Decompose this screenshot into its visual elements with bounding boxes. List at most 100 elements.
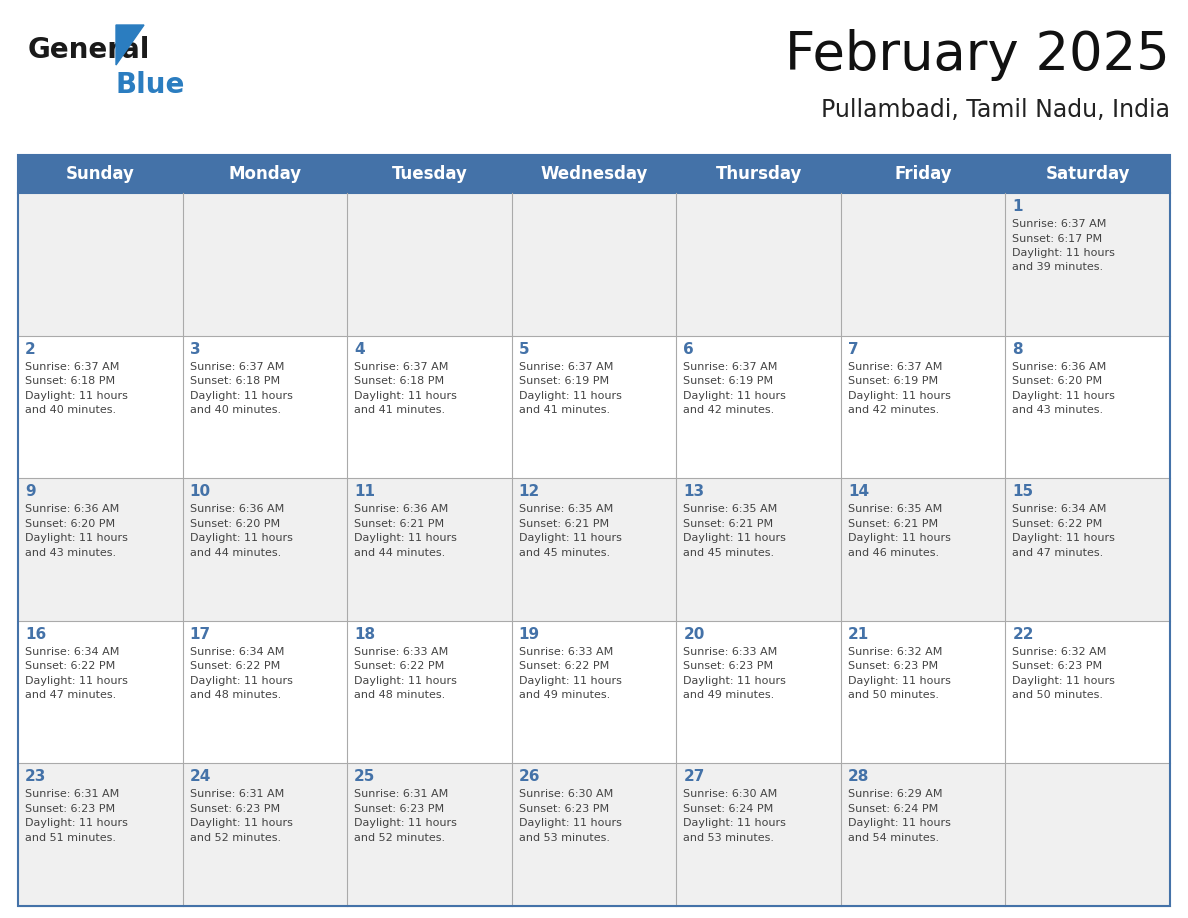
Text: 26: 26 xyxy=(519,769,541,784)
Text: Sunset: 6:23 PM: Sunset: 6:23 PM xyxy=(25,804,115,814)
Text: Sunset: 6:22 PM: Sunset: 6:22 PM xyxy=(25,661,115,671)
Text: 1: 1 xyxy=(1012,199,1023,214)
Text: 2: 2 xyxy=(25,341,36,356)
Text: 27: 27 xyxy=(683,769,704,784)
Text: 23: 23 xyxy=(25,769,46,784)
Text: and 42 minutes.: and 42 minutes. xyxy=(848,405,939,415)
Text: Wednesday: Wednesday xyxy=(541,165,647,183)
Text: Sunset: 6:19 PM: Sunset: 6:19 PM xyxy=(683,376,773,386)
Text: 12: 12 xyxy=(519,484,541,499)
Text: and 52 minutes.: and 52 minutes. xyxy=(190,833,280,843)
Text: Sunset: 6:23 PM: Sunset: 6:23 PM xyxy=(190,804,279,814)
Text: Daylight: 11 hours: Daylight: 11 hours xyxy=(354,819,457,828)
Text: and 41 minutes.: and 41 minutes. xyxy=(354,405,446,415)
Text: Daylight: 11 hours: Daylight: 11 hours xyxy=(519,390,621,400)
Text: Daylight: 11 hours: Daylight: 11 hours xyxy=(1012,533,1116,543)
Text: Sunrise: 6:37 AM: Sunrise: 6:37 AM xyxy=(683,362,778,372)
Text: 5: 5 xyxy=(519,341,530,356)
Text: Daylight: 11 hours: Daylight: 11 hours xyxy=(25,676,128,686)
Text: Daylight: 11 hours: Daylight: 11 hours xyxy=(1012,390,1116,400)
Text: Daylight: 11 hours: Daylight: 11 hours xyxy=(354,390,457,400)
Text: Daylight: 11 hours: Daylight: 11 hours xyxy=(190,676,292,686)
Text: Sunset: 6:21 PM: Sunset: 6:21 PM xyxy=(519,519,608,529)
Text: Sunrise: 6:37 AM: Sunrise: 6:37 AM xyxy=(848,362,942,372)
Text: 14: 14 xyxy=(848,484,868,499)
Text: and 45 minutes.: and 45 minutes. xyxy=(683,548,775,558)
Text: Monday: Monday xyxy=(228,165,302,183)
Text: Sunrise: 6:36 AM: Sunrise: 6:36 AM xyxy=(1012,362,1107,372)
Text: Daylight: 11 hours: Daylight: 11 hours xyxy=(519,819,621,828)
Text: and 53 minutes.: and 53 minutes. xyxy=(519,833,609,843)
Text: Sunrise: 6:37 AM: Sunrise: 6:37 AM xyxy=(25,362,119,372)
Text: Sunset: 6:19 PM: Sunset: 6:19 PM xyxy=(848,376,939,386)
Text: Daylight: 11 hours: Daylight: 11 hours xyxy=(683,676,786,686)
Text: February 2025: February 2025 xyxy=(785,29,1170,81)
Text: Sunset: 6:18 PM: Sunset: 6:18 PM xyxy=(190,376,279,386)
Text: Sunrise: 6:36 AM: Sunrise: 6:36 AM xyxy=(190,504,284,514)
Text: Sunrise: 6:31 AM: Sunrise: 6:31 AM xyxy=(190,789,284,800)
Text: Sunset: 6:21 PM: Sunset: 6:21 PM xyxy=(683,519,773,529)
Text: Daylight: 11 hours: Daylight: 11 hours xyxy=(354,676,457,686)
Bar xyxy=(18,155,1170,193)
Text: Sunrise: 6:36 AM: Sunrise: 6:36 AM xyxy=(25,504,119,514)
Text: Daylight: 11 hours: Daylight: 11 hours xyxy=(190,533,292,543)
Text: and 43 minutes.: and 43 minutes. xyxy=(1012,405,1104,415)
Text: Sunrise: 6:35 AM: Sunrise: 6:35 AM xyxy=(683,504,777,514)
Text: Sunday: Sunday xyxy=(65,165,134,183)
Text: Sunrise: 6:30 AM: Sunrise: 6:30 AM xyxy=(519,789,613,800)
Text: and 50 minutes.: and 50 minutes. xyxy=(848,690,939,700)
Text: Pullambadi, Tamil Nadu, India: Pullambadi, Tamil Nadu, India xyxy=(821,98,1170,122)
Text: and 44 minutes.: and 44 minutes. xyxy=(190,548,280,558)
Text: Thursday: Thursday xyxy=(715,165,802,183)
Text: and 49 minutes.: and 49 minutes. xyxy=(683,690,775,700)
Text: Sunrise: 6:34 AM: Sunrise: 6:34 AM xyxy=(25,647,119,656)
Text: Sunrise: 6:35 AM: Sunrise: 6:35 AM xyxy=(519,504,613,514)
Text: and 48 minutes.: and 48 minutes. xyxy=(354,690,446,700)
Text: 13: 13 xyxy=(683,484,704,499)
Text: Daylight: 11 hours: Daylight: 11 hours xyxy=(848,676,950,686)
Text: and 50 minutes.: and 50 minutes. xyxy=(1012,690,1104,700)
Text: 7: 7 xyxy=(848,341,859,356)
Bar xyxy=(18,193,1170,336)
Text: Daylight: 11 hours: Daylight: 11 hours xyxy=(848,819,950,828)
Text: 17: 17 xyxy=(190,627,210,642)
Text: and 46 minutes.: and 46 minutes. xyxy=(848,548,939,558)
Text: 10: 10 xyxy=(190,484,210,499)
Text: Daylight: 11 hours: Daylight: 11 hours xyxy=(519,676,621,686)
Text: Sunset: 6:18 PM: Sunset: 6:18 PM xyxy=(25,376,115,386)
Bar xyxy=(18,621,1170,764)
Bar xyxy=(18,155,1170,906)
Text: and 51 minutes.: and 51 minutes. xyxy=(25,833,116,843)
Text: Sunset: 6:21 PM: Sunset: 6:21 PM xyxy=(354,519,444,529)
Text: 18: 18 xyxy=(354,627,375,642)
Text: Sunset: 6:22 PM: Sunset: 6:22 PM xyxy=(1012,519,1102,529)
Text: 25: 25 xyxy=(354,769,375,784)
Text: Daylight: 11 hours: Daylight: 11 hours xyxy=(848,390,950,400)
Text: 9: 9 xyxy=(25,484,36,499)
Text: Sunrise: 6:32 AM: Sunrise: 6:32 AM xyxy=(848,647,942,656)
Text: Sunrise: 6:34 AM: Sunrise: 6:34 AM xyxy=(190,647,284,656)
Text: Sunset: 6:20 PM: Sunset: 6:20 PM xyxy=(1012,376,1102,386)
Text: Sunset: 6:24 PM: Sunset: 6:24 PM xyxy=(683,804,773,814)
Text: Daylight: 11 hours: Daylight: 11 hours xyxy=(1012,248,1116,258)
Text: Sunrise: 6:29 AM: Sunrise: 6:29 AM xyxy=(848,789,942,800)
Text: Sunset: 6:22 PM: Sunset: 6:22 PM xyxy=(354,661,444,671)
Text: Sunset: 6:17 PM: Sunset: 6:17 PM xyxy=(1012,233,1102,243)
Text: Daylight: 11 hours: Daylight: 11 hours xyxy=(25,390,128,400)
Text: Daylight: 11 hours: Daylight: 11 hours xyxy=(25,533,128,543)
Text: Daylight: 11 hours: Daylight: 11 hours xyxy=(683,390,786,400)
Text: Sunset: 6:23 PM: Sunset: 6:23 PM xyxy=(354,804,444,814)
Text: Sunrise: 6:33 AM: Sunrise: 6:33 AM xyxy=(519,647,613,656)
Text: and 41 minutes.: and 41 minutes. xyxy=(519,405,609,415)
Text: and 53 minutes.: and 53 minutes. xyxy=(683,833,775,843)
Text: Sunrise: 6:37 AM: Sunrise: 6:37 AM xyxy=(190,362,284,372)
Text: Sunrise: 6:30 AM: Sunrise: 6:30 AM xyxy=(683,789,777,800)
Text: 21: 21 xyxy=(848,627,870,642)
Text: 16: 16 xyxy=(25,627,46,642)
Text: 11: 11 xyxy=(354,484,375,499)
Text: 24: 24 xyxy=(190,769,211,784)
Text: 3: 3 xyxy=(190,341,201,356)
Text: and 49 minutes.: and 49 minutes. xyxy=(519,690,609,700)
Text: Sunset: 6:19 PM: Sunset: 6:19 PM xyxy=(519,376,608,386)
Text: Daylight: 11 hours: Daylight: 11 hours xyxy=(683,819,786,828)
